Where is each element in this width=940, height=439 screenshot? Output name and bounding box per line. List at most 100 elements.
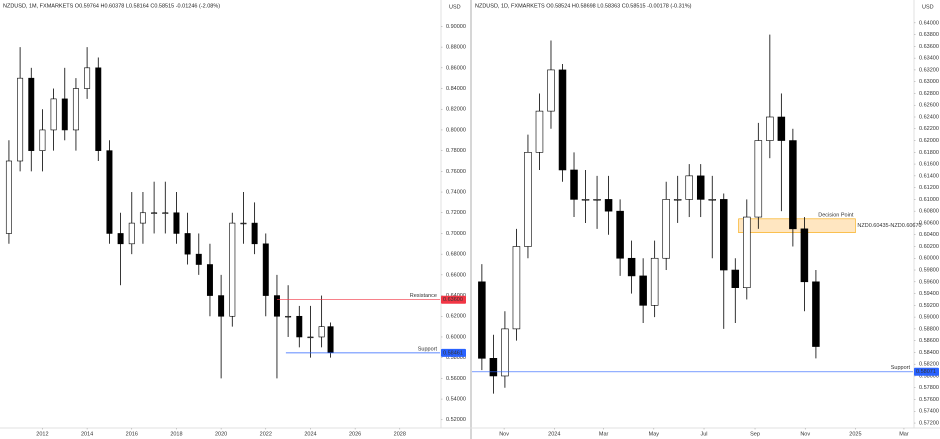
y-tick-label: 0.59000 [919, 315, 939, 321]
y-tick-label: 0.62000 [446, 314, 466, 320]
candle-body [673, 199, 682, 201]
candle-body [627, 257, 636, 277]
candle-body [650, 257, 659, 306]
candle-body [789, 140, 797, 230]
candle-body [162, 212, 169, 214]
chart-title: NZDUSD, 1M, FXMARKETS O0.59764 H0.60378 … [3, 3, 220, 9]
zone-name: Decision Point [818, 212, 854, 218]
y-tick-label: 0.63600 [919, 44, 939, 50]
candle-body [662, 199, 670, 259]
x-tick-label: 2016 [126, 431, 138, 437]
candle-body [61, 98, 68, 131]
y-tick-label: 0.78000 [446, 148, 466, 154]
y-tick-label: 0.80000 [446, 127, 466, 133]
zone-label: NZD0.60435-NZD0.60670 [857, 223, 921, 229]
candle-body [570, 169, 578, 200]
y-tick-label: 0.86000 [446, 65, 466, 71]
y-tick-label: 0.58400 [919, 350, 939, 356]
x-tick-label: 2026 [349, 431, 361, 437]
y-tick-label: 0.62000 [919, 138, 939, 144]
y-tick-label: 0.84000 [446, 86, 466, 92]
y-tick-label: 0.61000 [919, 197, 939, 203]
y-tick-label: 0.59800 [919, 267, 939, 273]
candle-body [251, 222, 258, 245]
candle-body [273, 295, 280, 317]
candle-body [106, 150, 113, 234]
y-tick-label: 0.59600 [919, 279, 939, 285]
candle-body [28, 77, 35, 151]
x-tick-label: 2028 [394, 431, 406, 437]
candle-body [5, 160, 12, 234]
candle-body [800, 228, 809, 283]
price-tag [441, 295, 466, 304]
candle-body [777, 116, 786, 141]
y-tick-label: 0.52000 [446, 417, 466, 423]
y-tick-label: 0.62200 [919, 126, 939, 132]
candle-body [616, 210, 624, 259]
level-name: Resistance [410, 293, 437, 299]
y-tick-label: 0.60400 [919, 232, 939, 238]
candle-body [95, 67, 102, 151]
candle-body [307, 336, 314, 339]
candle-body [593, 199, 601, 201]
x-tick-label: 2024 [304, 431, 316, 437]
candle-body [50, 98, 57, 131]
y-tick-label: 0.63800 [919, 32, 939, 38]
y-tick-label: 0.60800 [919, 209, 939, 215]
candle-body [327, 326, 334, 353]
x-tick-label: Jul [701, 431, 708, 437]
x-tick-label: Nov [800, 431, 810, 437]
candle-body [72, 88, 79, 131]
y-tick-label: 0.62600 [919, 103, 939, 109]
candle-body [128, 222, 135, 245]
y-tick-label: 0.90000 [446, 24, 466, 30]
y-tick-label: 0.88000 [446, 45, 466, 51]
candle-body [639, 275, 647, 306]
candle-body [285, 315, 292, 318]
x-tick-label: 2012 [36, 431, 48, 437]
y-tick-label: 0.61800 [919, 150, 939, 156]
candle-body [296, 315, 303, 338]
candle-body [512, 246, 521, 330]
y-tick-label: 0.64000 [919, 20, 939, 26]
candle-body [731, 269, 740, 288]
x-tick-label: Sep [750, 431, 760, 437]
candle-body [318, 326, 325, 338]
y-tick-label: 0.70000 [446, 231, 466, 237]
candle-body [195, 253, 202, 265]
candle-body [812, 281, 820, 347]
y-tick-label: 0.76000 [446, 169, 466, 175]
y-tick-label: 0.66000 [446, 272, 466, 278]
candle-body [535, 110, 544, 153]
y-tick-label: 0.61200 [919, 185, 939, 191]
y-tick-label: 0.60000 [446, 334, 466, 340]
y-tick-label: 0.74000 [446, 190, 466, 196]
y-tick-label: 0.60600 [919, 220, 939, 226]
y-tick-label: 0.57800 [919, 385, 939, 391]
candle-body [720, 199, 728, 271]
y-tick-label: 0.68000 [446, 252, 466, 258]
y-tick-label: 0.58800 [919, 326, 939, 332]
y-tick-label: 0.61600 [919, 162, 939, 168]
candle-body [240, 222, 247, 225]
y-tick-label: 0.60200 [919, 244, 939, 250]
y-tick-label: 0.58600 [919, 338, 939, 344]
x-tick-label: 2018 [170, 431, 182, 437]
y-tick-label: 0.63400 [919, 56, 939, 62]
candle-body [743, 216, 751, 288]
candle-body [262, 243, 269, 296]
y-tick-label: 0.60000 [919, 256, 939, 262]
price-tag [441, 348, 466, 357]
candle-body [218, 295, 225, 317]
price-tag-label: 0.58461 [443, 350, 463, 356]
candle-body [489, 358, 498, 377]
y-tick-label: 0.63200 [919, 67, 939, 73]
candle-body [524, 152, 532, 247]
axis-unit: USD [449, 4, 461, 10]
candle-body [685, 175, 693, 200]
chart-title: NZDUSD, 1D, FXMARKETS O0.58524 H0.58698 … [475, 3, 692, 9]
axis-unit: USD [922, 4, 934, 10]
candle-body [117, 233, 124, 245]
